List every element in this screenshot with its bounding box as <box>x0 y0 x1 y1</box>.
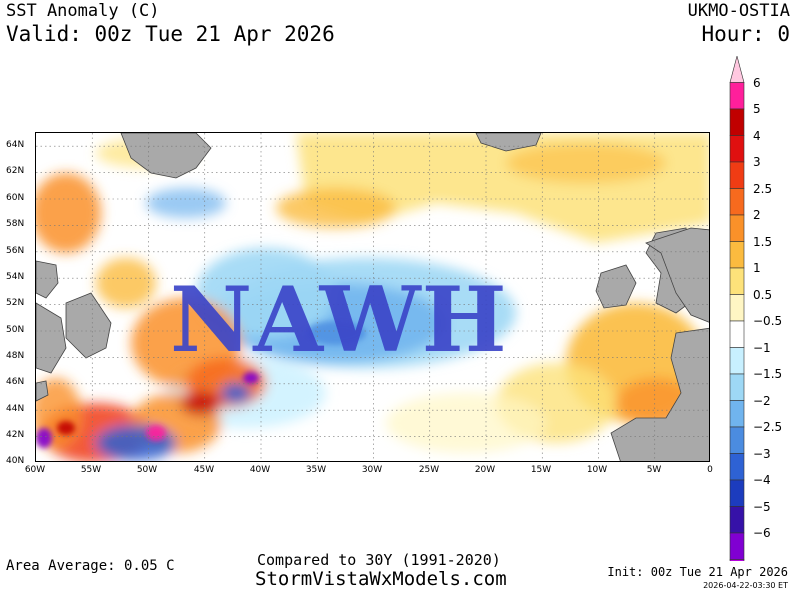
colorbar-tick-label: 0.5 <box>753 287 773 302</box>
colorbar-tick-label: 2 <box>753 208 761 222</box>
colorbar-swatch <box>729 214 745 242</box>
lon-label: 0 <box>707 465 713 475</box>
colorbar-tick-label: 3 <box>753 155 761 169</box>
colorbar-tick-label: 1.5 <box>753 234 773 249</box>
colorbar-swatch <box>729 108 745 136</box>
colorbar-swatch <box>729 453 745 481</box>
anomaly-detail <box>36 321 366 448</box>
model-name: UKMO-OSTIA <box>687 1 790 21</box>
lat-label: 62N <box>6 166 25 176</box>
lat-label: 52N <box>6 298 25 308</box>
lat-label: 54N <box>6 272 25 282</box>
colorbar-swatch <box>729 373 745 401</box>
colorbar-swatch <box>729 532 745 560</box>
lat-label: 58N <box>6 219 25 229</box>
colorbar-swatch <box>729 559 745 561</box>
colorbar-tick-label: −1.5 <box>753 367 783 381</box>
lat-label: 48N <box>6 351 25 361</box>
generated-timestamp: 2026-04-22-03:30 ET <box>703 581 788 590</box>
lon-label: 10W <box>586 465 608 475</box>
colorbar-swatch <box>729 426 745 454</box>
watermark-text: NAWH <box>170 267 508 373</box>
chart-title: SST Anomaly (C) <box>6 1 160 21</box>
lat-label: 42N <box>6 430 25 440</box>
colorbar-top-arrow <box>729 56 745 83</box>
lon-label: 25W <box>418 465 440 475</box>
forecast-hour: Hour: 0 <box>701 22 790 46</box>
colorbar-swatch <box>729 241 745 269</box>
colorbar-swatch <box>729 400 745 428</box>
website-credit: StormVistaWxModels.com <box>255 568 507 590</box>
colorbar-tick-label: 4 <box>753 128 761 143</box>
colorbar-swatch <box>729 135 745 163</box>
colorbar-swatch <box>729 320 745 348</box>
lon-label: 40W <box>249 465 271 475</box>
graticule <box>36 133 709 461</box>
lon-label: 50W <box>136 465 158 475</box>
lat-label: 46N <box>6 377 25 387</box>
lon-label: 30W <box>361 465 383 475</box>
lat-label: 64N <box>6 140 25 150</box>
colorbar-swatch <box>729 347 745 375</box>
lat-label: 44N <box>6 404 25 414</box>
land <box>36 133 709 461</box>
colorbar-tick-label: 2.5 <box>753 181 773 196</box>
colorbar-tick-label: −1 <box>753 340 771 355</box>
colorbar-tick-label: 1 <box>753 261 761 275</box>
area-average: Area Average: 0.05 C <box>6 558 175 574</box>
lon-label: 35W <box>305 465 327 475</box>
lon-label: 15W <box>530 465 552 475</box>
colorbar-tick-label: −4 <box>753 473 771 487</box>
init-time: Init: 00z Tue 21 Apr 2026 <box>607 565 788 579</box>
colorbar-tick-label: −0.5 <box>753 314 783 328</box>
lon-label: 45W <box>193 465 215 475</box>
sst-anomaly-map <box>35 132 710 462</box>
colorbar-swatch <box>729 479 745 507</box>
colorbar-tick-label: −2 <box>753 393 771 408</box>
colorbar <box>729 56 745 561</box>
lon-label: 60W <box>24 465 46 475</box>
lon-label: 55W <box>80 465 102 475</box>
map-canvas <box>36 133 709 461</box>
colorbar-swatch <box>729 161 745 189</box>
colorbar-tick-label: 6 <box>753 75 761 90</box>
colorbar-swatch <box>729 506 745 534</box>
lat-label: 60N <box>6 193 25 203</box>
lat-label: 56N <box>6 246 25 256</box>
colorbar-tick-label: −5 <box>753 499 771 514</box>
lon-label: 5W <box>646 465 662 475</box>
valid-time: Valid: 00z Tue 21 Apr 2026 <box>6 22 335 46</box>
colorbar-tick-label: 5 <box>753 102 761 116</box>
colorbar-tick-label: −2.5 <box>753 420 783 434</box>
lon-label: 20W <box>474 465 496 475</box>
anomaly-field <box>36 133 709 461</box>
colorbar-swatch <box>729 267 745 295</box>
colorbar-swatch <box>729 188 745 216</box>
colorbar-tick-label: −6 <box>753 526 771 540</box>
colorbar-swatch <box>729 82 745 110</box>
colorbar-swatch <box>729 294 745 322</box>
climatology-note: Compared to 30Y (1991-2020) <box>257 551 501 569</box>
lat-label: 40N <box>6 456 25 466</box>
lat-label: 50N <box>6 325 25 335</box>
colorbar-tick-label: −3 <box>753 446 771 461</box>
